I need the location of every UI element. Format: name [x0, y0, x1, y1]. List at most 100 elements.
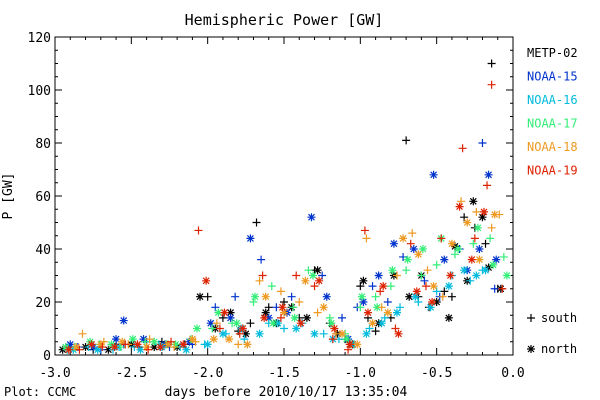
south-point	[252, 218, 261, 227]
south-point	[319, 329, 328, 338]
north-point	[353, 340, 362, 349]
y-tick-label: 20	[35, 296, 51, 311]
x-tick-label: -1.5	[268, 366, 299, 381]
legend-entry: NOAA-16	[527, 93, 578, 107]
north-point	[454, 245, 463, 253]
north-point	[238, 324, 247, 333]
north-point	[414, 250, 423, 259]
south-point	[406, 239, 415, 248]
north-point	[475, 255, 484, 264]
north-point	[243, 340, 252, 349]
north-point	[112, 335, 121, 344]
north-point	[357, 292, 366, 301]
x-tick-label: -2.5	[116, 366, 147, 381]
south-point	[258, 271, 267, 280]
north-point	[403, 255, 412, 264]
south-point	[276, 313, 285, 322]
south-point	[325, 313, 334, 322]
south-point	[457, 197, 466, 206]
north-point	[86, 337, 95, 346]
south-point	[371, 327, 380, 336]
north-point	[96, 340, 105, 349]
north-point	[307, 213, 316, 222]
north-point	[373, 303, 382, 312]
north-point	[269, 319, 278, 328]
north-point	[429, 282, 438, 291]
north-point	[478, 213, 487, 222]
south-point	[402, 266, 411, 275]
north-point	[226, 313, 235, 322]
south-point	[360, 226, 369, 235]
north-point	[394, 329, 403, 338]
north-point	[418, 245, 427, 253]
north-point	[374, 271, 383, 280]
north-point	[310, 329, 319, 338]
south-point	[490, 284, 499, 293]
south-point	[328, 335, 337, 344]
south-point	[498, 284, 507, 293]
south-point	[486, 234, 495, 243]
south-point	[392, 271, 401, 280]
x-axis-label: days before 2010/10/17 13:35:04	[165, 385, 408, 400]
south-point	[231, 292, 240, 301]
south-point	[368, 282, 377, 291]
north-point	[66, 340, 75, 349]
north-point	[72, 343, 81, 352]
north-point	[389, 239, 398, 248]
south-point	[276, 287, 285, 296]
north-point	[489, 260, 498, 269]
series-noaa-19	[64, 80, 507, 354]
south-point	[423, 266, 432, 275]
north-point	[412, 287, 421, 296]
north-point	[473, 223, 482, 232]
north-point	[110, 343, 119, 352]
south-point	[438, 292, 447, 301]
north-point	[322, 292, 331, 301]
y-axis-label: P [GW]	[1, 173, 16, 220]
north-point	[292, 324, 301, 333]
south-point	[144, 345, 153, 354]
north-point	[209, 335, 218, 344]
south-point	[487, 223, 496, 232]
north-point	[156, 343, 165, 352]
south-point	[356, 303, 365, 312]
legend-entry: NOAA-17	[527, 117, 578, 131]
south-point	[481, 239, 490, 248]
north-point	[192, 324, 201, 333]
data-points	[58, 59, 511, 354]
north-point	[255, 329, 264, 338]
south-point	[483, 181, 492, 190]
south-point	[121, 340, 130, 349]
north-point	[399, 234, 408, 243]
north-point	[139, 335, 148, 344]
legend-entry: NOAA-15	[527, 70, 578, 84]
south-point	[499, 252, 508, 261]
north-point	[411, 292, 420, 301]
south-point	[246, 319, 255, 328]
north-point	[206, 319, 215, 328]
north-point	[475, 245, 484, 253]
south-point	[478, 139, 487, 147]
x-tick-label: -1.0	[345, 366, 376, 381]
south-point	[469, 239, 478, 248]
north-point	[202, 276, 211, 285]
chart-title: Hemispheric Power [GW]	[185, 11, 384, 29]
x-tick-label: -3.0	[39, 366, 70, 381]
north-point	[296, 319, 305, 328]
south-point	[440, 287, 449, 296]
north-point	[467, 255, 476, 264]
north-point	[280, 308, 288, 317]
north-point	[330, 324, 339, 333]
south-point	[371, 292, 380, 301]
north-point	[446, 271, 455, 280]
north-point	[444, 313, 453, 322]
north-point	[232, 319, 241, 328]
south-point	[257, 255, 266, 264]
south-point	[408, 229, 417, 238]
north-point	[273, 319, 282, 328]
south-point	[437, 234, 446, 243]
south-point	[75, 345, 84, 354]
south-point	[472, 207, 481, 216]
south-point	[458, 144, 467, 153]
north-point	[463, 218, 472, 227]
